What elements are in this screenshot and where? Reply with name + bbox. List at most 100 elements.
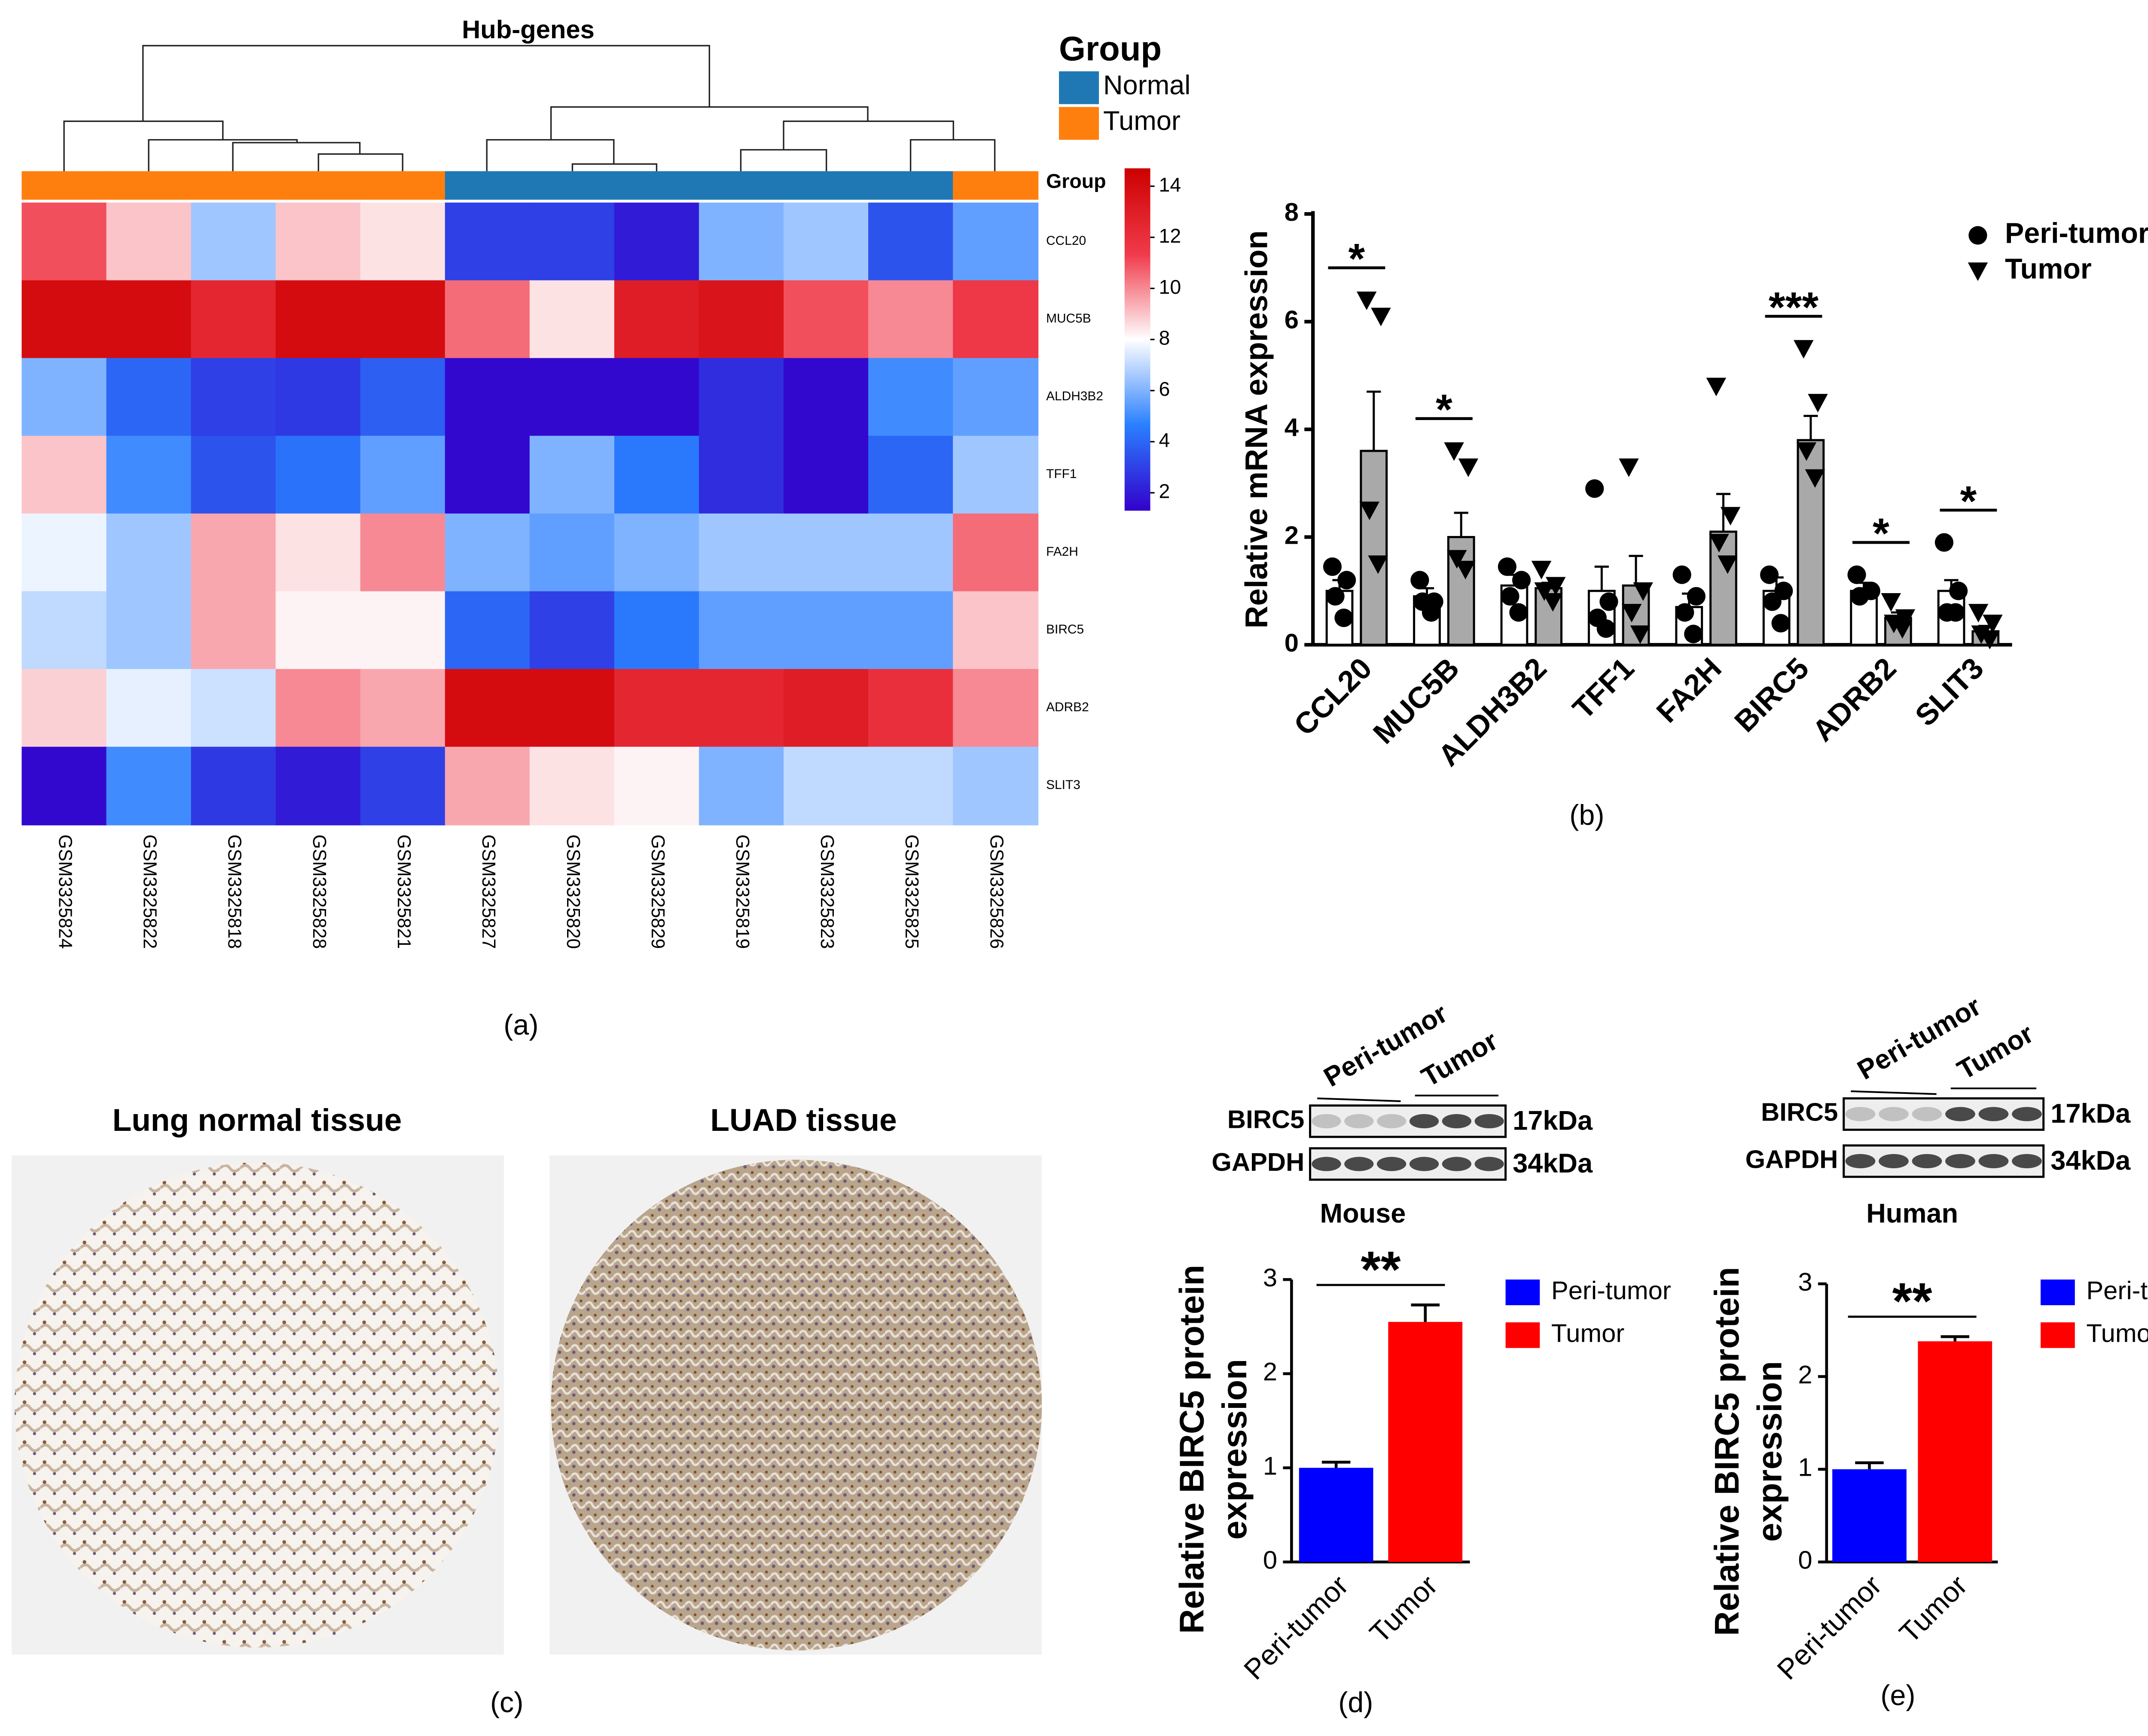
y-tick-label: 2 — [1798, 1360, 1812, 1389]
heatmap-cell — [783, 358, 870, 437]
heatmap-cell — [529, 358, 615, 437]
heatmap-cell — [953, 746, 1039, 825]
heatmap-title: Hub-genes — [462, 15, 595, 44]
blot-band — [1845, 1154, 1876, 1169]
colorbar-tick-label: 12 — [1159, 225, 1181, 247]
legend-label: Tumor — [2005, 253, 2092, 285]
x-tick-label: Tumor — [1893, 1569, 1973, 1649]
legend-label: Peri-tumor — [2005, 218, 2148, 250]
y-tick-label: 8 — [1285, 198, 1299, 226]
data-point — [1720, 507, 1741, 526]
x-tick-label: FA2H — [1650, 651, 1728, 729]
blot-band-label: BIRC5 — [1761, 1098, 1838, 1127]
blot-band — [1879, 1107, 1909, 1121]
tissue-core — [551, 1160, 1042, 1651]
blot-strip — [1843, 1144, 2045, 1178]
data-point — [1881, 593, 1901, 612]
column-label: GSM3325826 — [986, 834, 1007, 949]
column-label: GSM3325822 — [140, 834, 160, 949]
data-point — [1884, 615, 1904, 633]
heatmap-cell — [21, 358, 107, 437]
group-cell — [614, 171, 700, 200]
blot-size-label: 17kDa — [1513, 1106, 1593, 1136]
y-axis-label: expression — [1751, 1361, 1789, 1542]
data-point — [1687, 587, 1706, 606]
column-label: GSM3325827 — [478, 834, 499, 949]
heatmap-cell — [191, 436, 277, 515]
colorbar-tick-label: 8 — [1159, 327, 1170, 349]
heatmap-cell — [445, 202, 531, 281]
column-label: GSM3325823 — [817, 834, 837, 949]
group-underline — [1851, 1090, 1937, 1095]
heatmap-cell — [699, 591, 784, 670]
blot-band — [1474, 1114, 1504, 1129]
y-tick-label: 3 — [1263, 1263, 1277, 1292]
heatmap-cell — [529, 202, 615, 281]
heatmap-cell — [275, 591, 361, 670]
blot-band — [1912, 1107, 1942, 1121]
blot-band — [1312, 1157, 1341, 1171]
heatmap-cell — [868, 280, 954, 359]
data-point — [1498, 557, 1516, 576]
heatmap-cell — [699, 746, 784, 825]
blot-band — [1879, 1154, 1909, 1169]
data-point — [1684, 624, 1703, 643]
heatmap-cell — [275, 746, 361, 825]
legend-swatch — [2041, 1322, 2075, 1348]
group-cell — [191, 171, 277, 200]
row-label: MUC5B — [1046, 311, 1091, 326]
legend-label: Tumor — [1103, 106, 1181, 136]
heatmap-cell — [360, 358, 446, 437]
blot-band — [1474, 1157, 1504, 1171]
x-tick-label: SLIT3 — [1909, 651, 1990, 732]
heatmap-cell — [191, 358, 277, 437]
heatmap-cell — [106, 202, 192, 281]
heatmap-cell — [275, 358, 361, 437]
y-axis-label: Relative BIRC5 protein — [1708, 1267, 1746, 1636]
heatmap-cell — [191, 280, 277, 359]
column-label: GSM3325824 — [55, 834, 76, 949]
heatmap-cell — [614, 202, 700, 281]
y-axis-label: Relative mRNA expression — [1239, 230, 1274, 628]
heatmap-cell — [529, 513, 615, 592]
data-point — [1949, 582, 1968, 600]
data-point — [1585, 479, 1604, 498]
heatmap-cell — [529, 436, 615, 515]
heatmap-cell — [783, 669, 870, 748]
data-point — [1455, 560, 1476, 579]
heatmap-cell — [529, 591, 615, 670]
data-point — [1895, 609, 1916, 628]
heatmap-cell — [445, 669, 531, 748]
heatmap-cell — [953, 591, 1039, 670]
bar — [1709, 530, 1737, 646]
blot-strip — [1309, 1147, 1507, 1181]
data-point — [1672, 565, 1691, 584]
data-point — [1968, 604, 1989, 623]
data-point — [1512, 571, 1531, 590]
data-point — [1410, 571, 1429, 590]
colorbar-tick-label: 4 — [1159, 429, 1170, 451]
column-label: GSM3325829 — [647, 834, 668, 949]
heatmap-cell — [868, 436, 954, 515]
data-point — [1796, 442, 1817, 461]
blot-band — [1377, 1114, 1407, 1129]
blot-band — [2012, 1154, 2042, 1169]
legend-marker — [1968, 262, 1988, 281]
data-point — [1422, 603, 1441, 622]
data-point — [1805, 469, 1825, 488]
heatmap-cell — [783, 746, 870, 825]
heatmap-cell — [699, 513, 784, 592]
x-tick-label: ADRB2 — [1806, 651, 1903, 748]
blot-band — [1978, 1154, 2009, 1169]
heatmap-cell — [868, 202, 954, 281]
data-point — [1543, 593, 1563, 612]
tissue-core — [14, 1162, 500, 1648]
heatmap-cell — [360, 591, 446, 670]
blot-strip — [1843, 1097, 2045, 1131]
heatmap-cell — [275, 280, 361, 359]
heatmap-cell — [360, 669, 446, 748]
group-underline — [1317, 1097, 1401, 1103]
group-cell — [699, 171, 784, 200]
